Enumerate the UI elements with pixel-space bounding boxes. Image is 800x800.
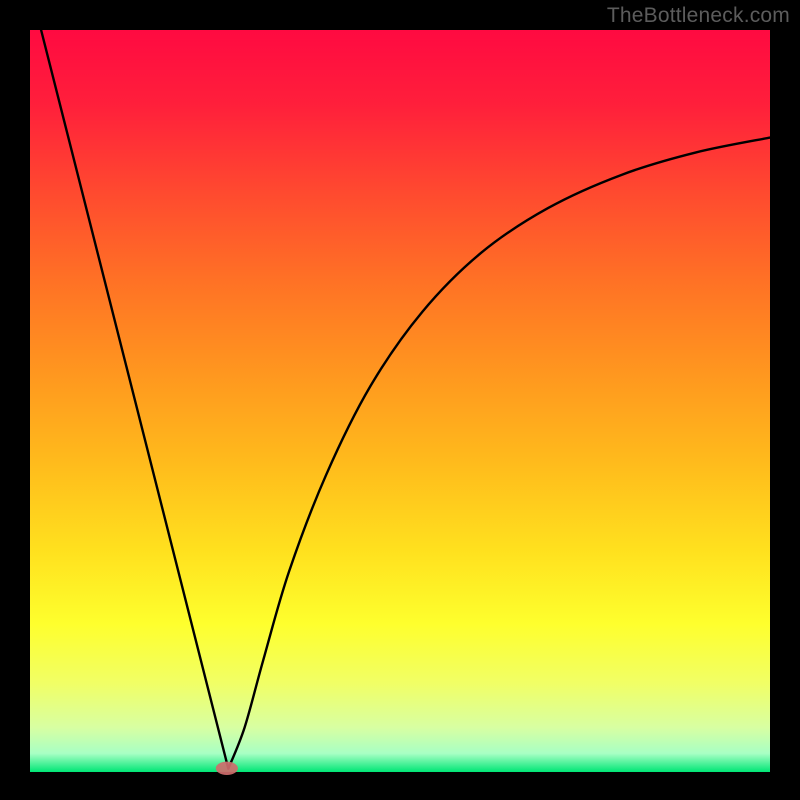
bottleneck-chart xyxy=(0,0,800,800)
watermark-text: TheBottleneck.com xyxy=(607,4,790,28)
chart-container: TheBottleneck.com xyxy=(0,0,800,800)
plot-area xyxy=(30,30,770,772)
optimal-point-marker xyxy=(216,762,238,775)
